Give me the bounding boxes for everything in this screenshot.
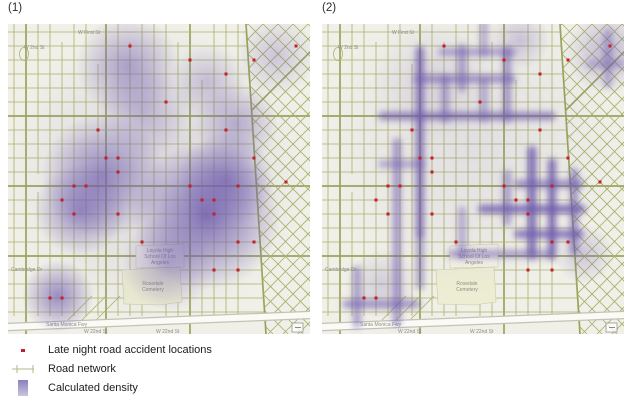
road-network-symbol <box>12 364 34 374</box>
accident-point <box>362 296 366 300</box>
accident-point <box>200 198 204 202</box>
accident-point <box>398 184 402 188</box>
accident-point <box>164 100 168 104</box>
accident-point <box>526 268 530 272</box>
density-swatch-icon <box>18 380 28 396</box>
accident-point <box>526 212 530 216</box>
accident-point <box>418 156 422 160</box>
accident-point <box>224 128 228 132</box>
accident-point <box>236 184 240 188</box>
map-attribution-icon <box>291 322 304 333</box>
accident-point <box>526 198 530 202</box>
accident-point <box>140 240 144 244</box>
accident-point <box>598 180 602 184</box>
accident-point <box>478 100 482 104</box>
accident-point <box>386 212 390 216</box>
map-label: Santa Monica Fwy <box>360 322 402 328</box>
legend-row-road-network: Road network <box>12 362 212 376</box>
accident-point-icon <box>21 348 25 352</box>
accident-point <box>116 170 120 174</box>
accident-point <box>252 58 256 62</box>
road-network-icon <box>12 365 34 373</box>
density-layer <box>322 24 624 328</box>
accident-point <box>116 212 120 216</box>
density-swatch-symbol <box>12 380 34 396</box>
accident-point <box>236 268 240 272</box>
map-label: W 22nd St <box>470 329 494 334</box>
density-blob <box>97 66 189 158</box>
accident-point <box>212 198 216 202</box>
accident-point <box>84 184 88 188</box>
accident-point <box>224 72 228 76</box>
accident-point <box>236 240 240 244</box>
accident-point <box>104 156 108 160</box>
accident-point <box>566 156 570 160</box>
accident-point <box>252 156 256 160</box>
accident-point <box>212 268 216 272</box>
accident-point <box>212 212 216 216</box>
accident-point <box>188 58 192 62</box>
accident-point <box>550 240 554 244</box>
accident-point <box>538 72 542 76</box>
map-attribution-icon <box>605 322 618 333</box>
accident-point <box>252 240 256 244</box>
accident-point <box>116 156 120 160</box>
legend-label-accidents: Late night road accident locations <box>48 344 212 356</box>
accident-point <box>502 58 506 62</box>
accident-point <box>96 128 100 132</box>
accident-point <box>294 44 298 48</box>
accident-point <box>502 184 506 188</box>
map-label: W 22nd St <box>84 329 108 334</box>
accident-point <box>60 296 64 300</box>
legend-label-road-network: Road network <box>48 363 116 375</box>
panel-1-title: (1) <box>8 2 23 14</box>
legend: Late night road accident locations Road … <box>12 343 212 396</box>
density-wash <box>372 24 492 144</box>
accident-point <box>48 296 52 300</box>
accident-point <box>538 128 542 132</box>
density-blob <box>170 44 246 120</box>
accident-point <box>374 296 378 300</box>
accident-point <box>442 44 446 48</box>
accident-point-symbol <box>12 348 34 352</box>
accident-point <box>430 156 434 160</box>
accident-point <box>60 198 64 202</box>
accident-point <box>550 184 554 188</box>
accident-point <box>430 170 434 174</box>
accident-point <box>284 180 288 184</box>
legend-label-density: Calculated density <box>48 382 138 394</box>
freeway <box>322 310 624 332</box>
map-label: W 22nd St <box>156 329 180 334</box>
panel-2-title: (2) <box>322 2 337 14</box>
accident-point <box>128 44 132 48</box>
map-label: W 2nd St <box>338 45 359 51</box>
map-label: W 22nd St <box>398 329 422 334</box>
accident-point <box>566 240 570 244</box>
accident-point <box>454 240 458 244</box>
legend-row-accidents: Late night road accident locations <box>12 343 212 357</box>
accident-point <box>566 58 570 62</box>
accident-point <box>386 184 390 188</box>
accident-point <box>550 268 554 272</box>
accident-point <box>188 184 192 188</box>
accident-point <box>72 212 76 216</box>
accident-points-layer <box>48 44 298 300</box>
accident-point <box>608 44 612 48</box>
accident-point <box>430 212 434 216</box>
accident-point <box>514 198 518 202</box>
legend-row-density: Calculated density <box>12 380 212 396</box>
accident-point <box>374 198 378 202</box>
accident-point <box>72 184 76 188</box>
accident-point <box>410 128 414 132</box>
density-layer <box>8 24 310 332</box>
accident-points-layer <box>362 44 612 300</box>
map-label: Cambridge Dr <box>11 267 42 273</box>
map-label: Cambridge Dr <box>325 267 356 273</box>
map-label: W 2nd St <box>24 45 45 51</box>
